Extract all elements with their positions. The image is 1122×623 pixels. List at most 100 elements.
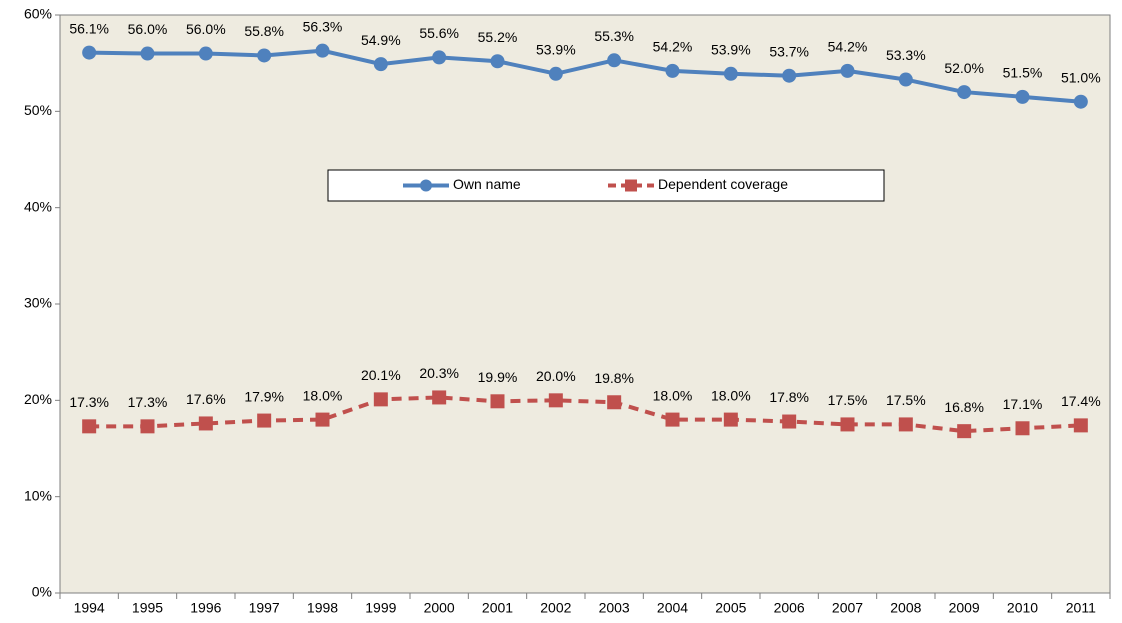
data-label: 20.0%	[536, 368, 576, 384]
data-label: 51.0%	[1061, 69, 1101, 85]
data-label: 56.3%	[303, 18, 343, 34]
data-label: 19.9%	[478, 369, 518, 385]
data-point	[432, 50, 447, 65]
data-point	[140, 46, 155, 61]
data-point	[607, 53, 622, 68]
data-label: 53.3%	[886, 47, 926, 63]
x-tick-label: 2005	[715, 600, 746, 616]
x-tick-label: 2006	[774, 600, 805, 616]
data-point	[957, 85, 972, 100]
data-label: 17.9%	[244, 388, 284, 404]
y-tick-label: 30%	[24, 295, 52, 311]
data-label: 56.0%	[128, 21, 168, 37]
y-tick-label: 40%	[24, 198, 52, 214]
x-tick-label: 1994	[74, 600, 105, 616]
data-label: 19.8%	[594, 370, 634, 386]
data-point	[373, 57, 388, 72]
y-tick-label: 60%	[24, 6, 52, 22]
data-point	[1073, 94, 1088, 109]
x-tick-label: 2002	[540, 600, 571, 616]
x-tick-label: 1997	[249, 600, 280, 616]
data-label: 17.5%	[828, 392, 868, 408]
data-label: 54.2%	[653, 39, 693, 55]
data-label: 17.5%	[886, 392, 926, 408]
x-tick-label: 2008	[890, 600, 921, 616]
data-label: 53.9%	[711, 41, 751, 57]
data-label: 55.8%	[244, 23, 284, 39]
data-point	[1015, 421, 1030, 436]
x-tick-label: 1998	[307, 600, 338, 616]
data-label: 53.9%	[536, 41, 576, 57]
data-point	[1073, 418, 1088, 433]
data-point	[490, 54, 505, 69]
data-point	[490, 394, 505, 409]
data-point	[607, 395, 622, 410]
data-point	[198, 416, 213, 431]
data-label: 54.9%	[361, 32, 401, 48]
data-label: 17.3%	[69, 394, 109, 410]
data-point	[957, 424, 972, 439]
x-tick-label: 2001	[482, 600, 513, 616]
data-point	[723, 412, 738, 427]
data-point	[198, 46, 213, 61]
data-label: 55.6%	[419, 25, 459, 41]
data-point	[315, 412, 330, 427]
data-label: 55.2%	[478, 29, 518, 45]
data-point	[1015, 89, 1030, 104]
series-line	[89, 395, 1081, 434]
data-label: 20.3%	[419, 365, 459, 381]
data-point	[898, 417, 913, 432]
data-label: 51.5%	[1003, 65, 1043, 81]
data-label: 55.3%	[594, 28, 634, 44]
data-label: 56.0%	[186, 21, 226, 37]
data-label: 53.7%	[769, 43, 809, 59]
data-point	[373, 392, 388, 407]
data-point	[665, 412, 680, 427]
data-label: 16.8%	[944, 399, 984, 415]
x-tick-label: 2007	[832, 600, 863, 616]
data-point	[898, 72, 913, 87]
data-label: 17.8%	[769, 389, 809, 405]
data-point	[840, 63, 855, 78]
x-tick-label: 2004	[657, 600, 688, 616]
y-tick-label: 10%	[24, 487, 52, 503]
data-label: 17.1%	[1003, 396, 1043, 412]
data-label: 18.0%	[653, 387, 693, 403]
data-label: 52.0%	[944, 60, 984, 76]
x-tick-label: 2010	[1007, 600, 1038, 616]
legend-marker	[625, 179, 637, 192]
data-label: 17.4%	[1061, 393, 1101, 409]
data-label: 54.2%	[828, 39, 868, 55]
x-tick-label: 1996	[190, 600, 221, 616]
legend-label: Own name	[453, 176, 521, 192]
data-point	[82, 419, 97, 434]
data-point	[782, 414, 797, 429]
data-point	[665, 63, 680, 78]
data-point	[723, 66, 738, 81]
data-point	[548, 66, 563, 81]
data-point	[315, 43, 330, 58]
y-tick-label: 50%	[24, 102, 52, 118]
data-label: 17.3%	[128, 394, 168, 410]
legend-marker	[420, 179, 432, 192]
data-point	[432, 390, 447, 405]
x-tick-label: 2009	[949, 600, 980, 616]
legend-box	[327, 169, 885, 202]
series-line	[89, 48, 1081, 104]
data-label: 17.6%	[186, 391, 226, 407]
plot-area	[59, 14, 1111, 594]
data-point	[257, 413, 272, 428]
data-point	[140, 419, 155, 434]
data-point	[257, 48, 272, 63]
x-tick-label: 2003	[599, 600, 630, 616]
data-point	[548, 393, 563, 408]
y-tick-label: 20%	[24, 391, 52, 407]
data-label: 56.1%	[69, 20, 109, 36]
data-point	[840, 417, 855, 432]
y-tick-label: 0%	[32, 584, 52, 600]
x-tick-label: 1999	[365, 600, 396, 616]
data-label: 18.0%	[711, 387, 751, 403]
data-point	[782, 68, 797, 83]
x-tick-label: 2011	[1066, 600, 1096, 616]
